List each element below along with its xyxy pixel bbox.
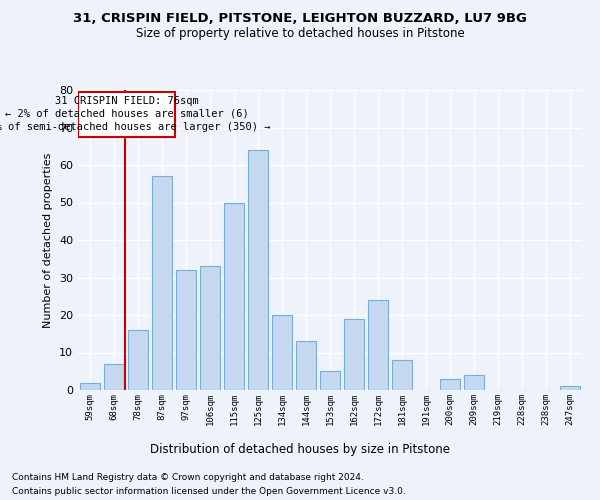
Bar [440,379,460,390]
Bar [296,341,316,390]
Bar [248,150,268,390]
Bar [560,386,580,390]
Text: Distribution of detached houses by size in Pitstone: Distribution of detached houses by size … [150,442,450,456]
Bar [80,382,100,390]
Text: Contains public sector information licensed under the Open Government Licence v3: Contains public sector information licen… [12,488,406,496]
FancyBboxPatch shape [79,92,175,137]
Bar [320,371,340,390]
Text: 31 CRISPIN FIELD: 76sqm: 31 CRISPIN FIELD: 76sqm [55,96,199,106]
Bar [344,319,364,390]
Bar [272,315,292,390]
Text: ← 2% of detached houses are smaller (6): ← 2% of detached houses are smaller (6) [5,108,249,118]
Text: 31, CRISPIN FIELD, PITSTONE, LEIGHTON BUZZARD, LU7 9BG: 31, CRISPIN FIELD, PITSTONE, LEIGHTON BU… [73,12,527,26]
Text: Contains HM Land Registry data © Crown copyright and database right 2024.: Contains HM Land Registry data © Crown c… [12,472,364,482]
Text: Size of property relative to detached houses in Pitstone: Size of property relative to detached ho… [136,28,464,40]
Bar [104,364,124,390]
Text: 98% of semi-detached houses are larger (350) →: 98% of semi-detached houses are larger (… [0,122,271,132]
Bar [224,202,244,390]
Bar [128,330,148,390]
Y-axis label: Number of detached properties: Number of detached properties [43,152,53,328]
Bar [368,300,388,390]
Bar [392,360,412,390]
Bar [176,270,196,390]
Bar [464,375,484,390]
Bar [152,176,172,390]
Bar [200,266,220,390]
